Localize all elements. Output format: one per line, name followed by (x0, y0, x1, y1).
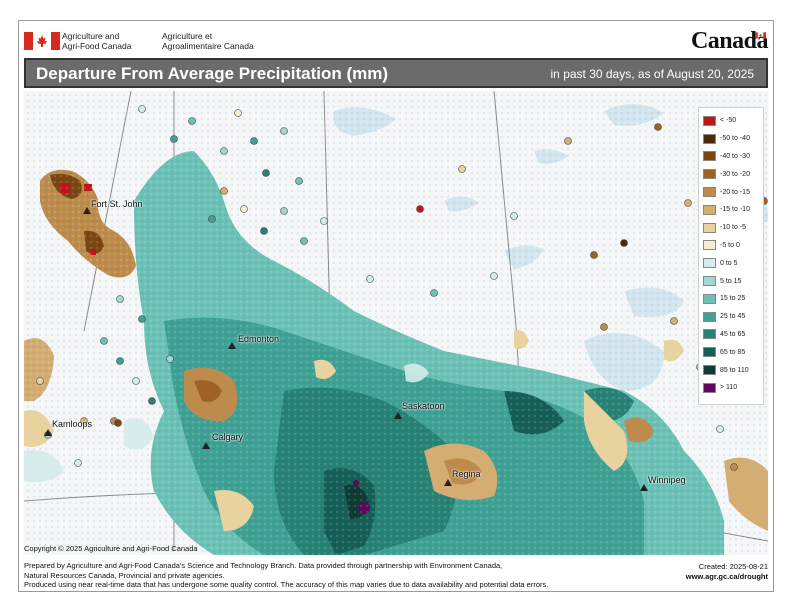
legend-item: -30 to -20 (703, 165, 759, 183)
legend-item: 0 to 5 (703, 254, 759, 272)
map-legend: < -50 -50 to -40 -40 to -30 -30 to -20 -20 t… (698, 107, 764, 405)
city-marker-kamloops (44, 429, 52, 436)
footer-line-3: Produced using near real-time data that … (24, 580, 549, 589)
agency-name-en: Agriculture and Agri-Food Canada (62, 31, 131, 51)
legend-swatch (703, 115, 716, 126)
legend-label: -40 to -30 (720, 152, 750, 160)
legend-item: 85 to 110 (703, 361, 759, 379)
legend-swatch (703, 365, 716, 376)
title-bar: Departure From Average Precipitation (mm… (24, 58, 768, 88)
city-label-calgary: Calgary (212, 432, 244, 442)
legend-swatch (703, 151, 716, 162)
wet-region-prairies (24, 91, 768, 555)
agency-name-fr: Agriculture et Agroalimentaire Canada (162, 31, 254, 51)
footer-line-1: Prepared by Agriculture and Agri-Food Ca… (24, 561, 503, 570)
city-label-regina: Regina (452, 469, 481, 479)
legend-swatch (703, 187, 716, 198)
agency-en-line2: Agri-Food Canada (62, 41, 132, 51)
legend-item: 25 to 45 (703, 308, 759, 326)
legend-label: -10 to -5 (720, 224, 747, 232)
legend-item: 15 to 25 (703, 290, 759, 308)
legend-swatch (703, 133, 716, 144)
website-link[interactable]: www.agr.gc.ca/drought (685, 572, 768, 581)
near-normal-patches (24, 363, 429, 483)
legend-label: 25 to 45 (720, 313, 746, 321)
legend-label: 15 to 25 (720, 295, 746, 303)
legend-label: -20 to -15 (720, 188, 750, 196)
footer-credits: Prepared by Agriculture and Agri-Food Ca… (24, 561, 644, 590)
agency-en-line1: Agriculture and (62, 31, 120, 41)
precipitation-map: Fort St. John Edmonton Kamloops Calgary … (24, 91, 768, 555)
canada-flag-icon (24, 32, 60, 50)
legend-swatch (703, 204, 716, 215)
created-date: Created: 2025-08-21 (698, 562, 768, 571)
agency-fr-line2: Agroalimentaire Canada (162, 41, 254, 51)
legend-label: 0 to 5 (720, 259, 738, 267)
legend-swatch (703, 382, 716, 393)
legend-label: < -50 (720, 117, 737, 125)
legend-label: 5 to 15 (720, 277, 742, 285)
legend-swatch (703, 276, 716, 287)
legend-item: 5 to 15 (703, 272, 759, 290)
legend-swatch (703, 169, 716, 180)
legend-swatch (703, 240, 716, 251)
legend-label: > 110 (720, 384, 738, 392)
footer-line-2: Natural Resources Canada, Provincial and… (24, 570, 225, 580)
legend-item: -10 to -5 (703, 219, 759, 237)
legend-label: 85 to 110 (720, 366, 749, 374)
legend-item: < -50 (703, 112, 759, 130)
legend-swatch (703, 293, 716, 304)
city-label-fort-st-john: Fort St. John (91, 199, 143, 209)
legend-item: -15 to -10 (703, 201, 759, 219)
legend-swatch (703, 311, 716, 322)
legend-item: -50 to -40 (703, 130, 759, 148)
legend-item: > 110 (703, 379, 759, 397)
city-marker-regina (444, 479, 452, 486)
city-marker-edmonton (228, 342, 236, 349)
legend-swatch (703, 222, 716, 233)
map-canvas (24, 91, 768, 555)
legend-item: 45 to 65 (703, 326, 759, 344)
legend-item: 65 to 85 (703, 343, 759, 361)
legend-swatch (703, 347, 716, 358)
legend-label: 45 to 65 (720, 330, 746, 338)
legend-item: -20 to -15 (703, 183, 759, 201)
legend-label: -15 to -10 (720, 206, 750, 214)
agency-fr-line1: Agriculture et (162, 31, 213, 41)
city-label-edmonton: Edmonton (238, 334, 280, 344)
city-marker-fort-st-john (83, 207, 91, 214)
city-marker-calgary (202, 442, 210, 449)
legend-swatch (703, 258, 716, 269)
city-marker-winnipeg (640, 484, 648, 491)
legend-label: -5 to 0 (720, 241, 740, 249)
legend-label: -30 to -20 (720, 170, 750, 178)
footer-meta: Created: 2025-08-21 www.agr.gc.ca/drough… (686, 562, 768, 582)
legend-item: -40 to -30 (703, 148, 759, 166)
station-dots (36, 105, 768, 471)
city-label-kamloops: Kamloops (52, 419, 93, 429)
map-title: Departure From Average Precipitation (mm… (36, 64, 389, 83)
dry-spots (24, 330, 768, 531)
legend-item: -5 to 0 (703, 237, 759, 255)
copyright-text: Copyright © 2025 Agriculture and Agri-Fo… (24, 544, 198, 553)
legend-label: 65 to 85 (720, 348, 746, 356)
city-label-saskatoon: Saskatoon (402, 401, 445, 411)
map-subtitle: in past 30 days, as of August 20, 2025 (550, 67, 754, 81)
city-label-winnipeg: Winnipeg (648, 475, 686, 485)
wordmark-flag-icon (755, 32, 766, 39)
legend-swatch (703, 329, 716, 340)
city-marker-saskatoon (394, 412, 402, 419)
legend-label: -50 to -40 (720, 135, 750, 143)
